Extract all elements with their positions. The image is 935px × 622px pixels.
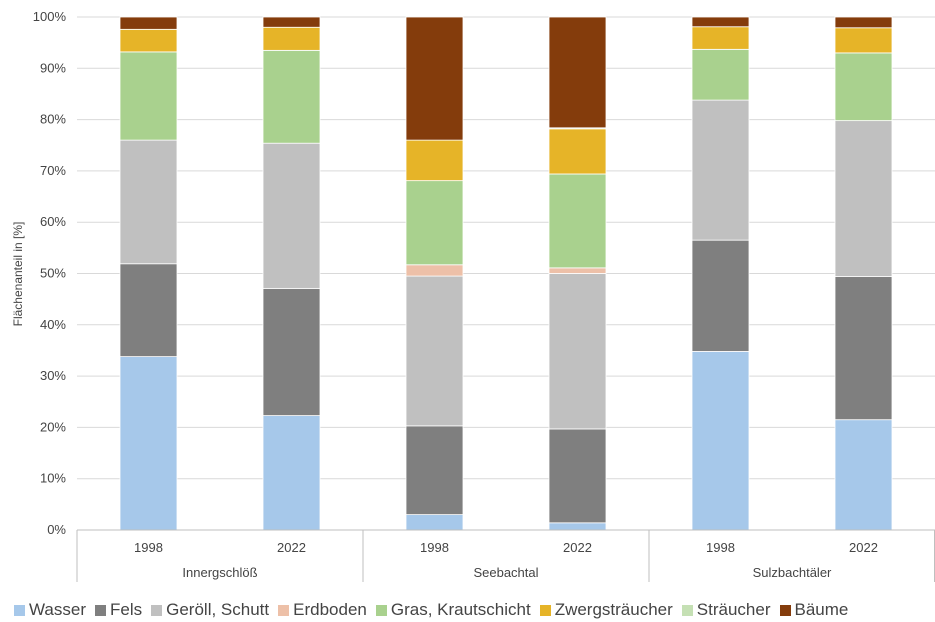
bar-segment xyxy=(262,49,321,144)
y-tick-label: 10% xyxy=(40,471,66,486)
stacked-bar-chart: 0% 10% 20% 30% 40% 50% 60% 70% 80% 90% 100% 1998 202… xyxy=(11,9,935,582)
bar-segment xyxy=(119,356,178,531)
bar-segment xyxy=(119,139,178,265)
legend-item: Erdboden xyxy=(278,600,367,620)
bar-segment xyxy=(691,26,750,50)
bar-segment xyxy=(834,276,893,421)
bar-segment xyxy=(119,51,178,141)
legend-swatch xyxy=(779,604,791,616)
legend-item: Fels xyxy=(95,600,142,620)
bar-segment xyxy=(405,264,464,277)
bar-segment xyxy=(119,28,178,53)
bar-segment xyxy=(691,351,750,531)
y-tick-label: 90% xyxy=(40,60,66,75)
y-tick-label: 40% xyxy=(40,317,66,332)
axes: 0% 10% 20% 30% 40% 50% 60% 70% 80% 90% 100% 1998 202… xyxy=(33,9,935,582)
bar-segment xyxy=(691,239,750,352)
legend-item: Gras, Krautschicht xyxy=(375,600,531,620)
x-tick-label-year: 2022 xyxy=(277,540,306,555)
bar-segment xyxy=(405,425,464,516)
bars xyxy=(119,16,893,531)
legend-swatch xyxy=(539,604,551,616)
legend-label: Gras, Krautschicht xyxy=(390,600,531,619)
legend-item: Zwergsträucher xyxy=(539,600,673,620)
legend-swatch xyxy=(375,604,387,616)
legend-swatch xyxy=(151,604,163,616)
y-tick-label: 100% xyxy=(33,9,67,24)
bar-segment xyxy=(262,26,321,51)
x-group-label: Sulzbachtäler xyxy=(753,565,832,580)
bar-segment xyxy=(262,142,321,289)
bar-segment xyxy=(262,287,321,417)
x-tick-label-year: 1998 xyxy=(420,540,449,555)
legend: Wasser Fels Geröll, Schutt Erdboden Gras, Kr… xyxy=(14,598,857,622)
bar-segment xyxy=(548,267,607,274)
bar-segment xyxy=(262,415,321,531)
bar-segment xyxy=(405,139,464,182)
bar-segment xyxy=(548,273,607,430)
bar-segment xyxy=(834,27,893,54)
legend-label: Sträucher xyxy=(696,600,771,619)
legend-swatch xyxy=(278,604,290,616)
x-tick-label-year: 2022 xyxy=(849,540,878,555)
y-tick-label: 50% xyxy=(40,266,66,281)
x-group-label: Seebachtal xyxy=(473,565,538,580)
x-tick-label-year: 2022 xyxy=(563,540,592,555)
y-tick-label: 0% xyxy=(47,522,66,537)
bar-segment xyxy=(405,514,464,531)
bar-segment xyxy=(834,52,893,122)
bar-segment xyxy=(691,99,750,241)
legend-item: Geröll, Schutt xyxy=(151,600,269,620)
bar-segment xyxy=(834,419,893,531)
gridlines xyxy=(77,16,935,480)
bar-segment xyxy=(119,263,178,358)
y-axis-label: Flächenanteil in [%] xyxy=(11,222,25,327)
y-tick-label: 30% xyxy=(40,368,66,383)
legend-swatch xyxy=(14,604,25,616)
bar-segment xyxy=(548,522,607,531)
bar-segment xyxy=(691,48,750,101)
legend-label: Erdboden xyxy=(293,600,367,619)
legend-label: Fels xyxy=(110,600,143,619)
legend-label: Wasser xyxy=(29,600,86,619)
legend-item: Sträucher xyxy=(681,600,771,620)
legend-label: Geröll, Schutt xyxy=(166,600,270,619)
bar-segment xyxy=(548,428,607,524)
legend-item: Wasser xyxy=(14,600,86,620)
bar-segment xyxy=(691,16,750,28)
y-tick-label: 20% xyxy=(40,419,66,434)
y-tick-label: 70% xyxy=(40,163,66,178)
x-tick-label-year: 1998 xyxy=(706,540,735,555)
x-group-label: Innergschlöß xyxy=(182,565,257,580)
bar-segment xyxy=(262,16,321,28)
bar-segment xyxy=(119,16,178,30)
y-tick-label: 80% xyxy=(40,112,66,127)
bar-segment xyxy=(405,180,464,266)
bar-segment xyxy=(548,173,607,269)
legend-label: Bäume xyxy=(794,600,849,619)
bar-segment xyxy=(405,16,464,141)
bar-segment xyxy=(548,128,607,175)
x-tick-label-year: 1998 xyxy=(134,540,163,555)
bar-segment xyxy=(834,120,893,277)
bar-segment xyxy=(405,275,464,427)
y-tick-label: 60% xyxy=(40,214,66,229)
legend-label: Zwergsträucher xyxy=(554,600,673,619)
bar-segment xyxy=(548,16,607,129)
legend-swatch xyxy=(681,604,693,616)
legend-swatch xyxy=(95,604,106,616)
bar-segment xyxy=(834,16,893,29)
legend-item: Bäume xyxy=(779,600,849,620)
